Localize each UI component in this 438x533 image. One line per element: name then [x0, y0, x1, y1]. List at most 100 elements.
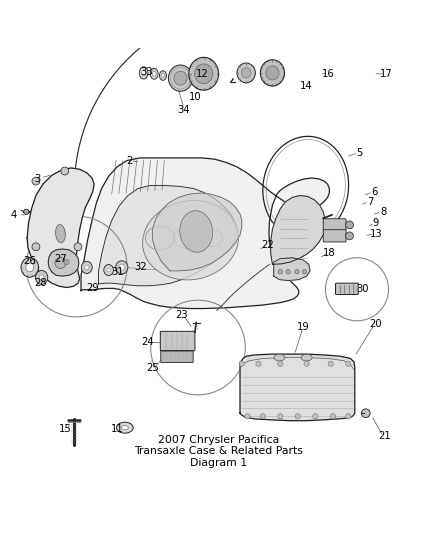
Text: 21: 21 — [378, 431, 391, 441]
Ellipse shape — [174, 228, 198, 248]
Text: 6: 6 — [371, 187, 378, 197]
Text: 29: 29 — [86, 282, 99, 293]
Text: 15: 15 — [58, 424, 71, 434]
Ellipse shape — [139, 67, 148, 79]
Ellipse shape — [21, 257, 39, 277]
Text: 2007 Chrysler Pacifica
Transaxle Case & Related Parts
Diagram 1: 2007 Chrysler Pacifica Transaxle Case & … — [134, 435, 304, 468]
FancyBboxPatch shape — [336, 283, 358, 295]
Ellipse shape — [81, 261, 92, 273]
Polygon shape — [27, 168, 94, 287]
Ellipse shape — [241, 68, 251, 78]
Polygon shape — [48, 249, 79, 276]
Circle shape — [302, 270, 307, 274]
Text: 31: 31 — [111, 266, 124, 277]
Circle shape — [245, 414, 250, 419]
Text: 25: 25 — [146, 363, 159, 373]
Ellipse shape — [266, 66, 279, 80]
Circle shape — [278, 361, 283, 366]
Text: 18: 18 — [323, 248, 336, 259]
FancyBboxPatch shape — [323, 219, 346, 231]
Circle shape — [239, 361, 244, 366]
Circle shape — [278, 270, 283, 274]
Text: 12: 12 — [196, 69, 209, 79]
Text: 4: 4 — [11, 210, 17, 220]
Ellipse shape — [174, 71, 187, 85]
Circle shape — [278, 414, 283, 419]
Circle shape — [295, 414, 300, 419]
Ellipse shape — [117, 422, 133, 433]
Circle shape — [24, 209, 29, 214]
Circle shape — [304, 361, 309, 366]
Circle shape — [32, 177, 40, 185]
Text: 30: 30 — [357, 284, 369, 294]
Ellipse shape — [150, 68, 158, 79]
Circle shape — [328, 361, 333, 366]
FancyBboxPatch shape — [161, 351, 193, 362]
Text: 11: 11 — [111, 424, 124, 434]
Ellipse shape — [274, 354, 285, 361]
Ellipse shape — [168, 65, 192, 91]
Circle shape — [260, 414, 265, 419]
Text: 22: 22 — [261, 240, 275, 251]
Text: 9: 9 — [373, 217, 379, 228]
Ellipse shape — [189, 58, 219, 90]
Text: 27: 27 — [54, 254, 67, 264]
FancyBboxPatch shape — [160, 332, 195, 351]
Ellipse shape — [237, 63, 255, 83]
Ellipse shape — [85, 265, 89, 270]
Text: 19: 19 — [297, 322, 310, 332]
Ellipse shape — [56, 224, 65, 243]
Text: 32: 32 — [135, 262, 147, 271]
Text: 2: 2 — [126, 156, 132, 166]
Circle shape — [61, 167, 69, 175]
Polygon shape — [152, 193, 242, 271]
Text: 24: 24 — [142, 337, 154, 347]
Circle shape — [346, 221, 353, 229]
Circle shape — [346, 232, 353, 240]
FancyBboxPatch shape — [323, 230, 346, 242]
Text: 26: 26 — [23, 256, 36, 266]
Ellipse shape — [26, 263, 34, 272]
Circle shape — [361, 409, 370, 418]
Ellipse shape — [116, 261, 128, 274]
Circle shape — [330, 414, 336, 419]
Text: 28: 28 — [34, 278, 46, 288]
Ellipse shape — [64, 260, 69, 265]
Text: 10: 10 — [189, 92, 201, 102]
Ellipse shape — [142, 70, 145, 76]
Ellipse shape — [301, 354, 312, 361]
Ellipse shape — [145, 226, 174, 250]
Text: 8: 8 — [380, 207, 386, 217]
Circle shape — [346, 414, 351, 419]
Ellipse shape — [143, 200, 238, 280]
Text: 34: 34 — [177, 104, 189, 115]
Ellipse shape — [152, 71, 156, 76]
Text: 20: 20 — [370, 319, 382, 329]
Ellipse shape — [55, 257, 66, 269]
Ellipse shape — [121, 425, 128, 430]
Text: 23: 23 — [176, 310, 188, 320]
Circle shape — [74, 243, 82, 251]
Text: 5: 5 — [356, 148, 362, 158]
Polygon shape — [99, 185, 237, 286]
Text: 14: 14 — [300, 81, 312, 91]
Circle shape — [313, 414, 318, 419]
Circle shape — [346, 361, 351, 366]
Ellipse shape — [107, 268, 110, 272]
Polygon shape — [271, 196, 325, 264]
Polygon shape — [81, 158, 329, 309]
Text: 16: 16 — [322, 69, 335, 79]
Circle shape — [286, 270, 290, 274]
Ellipse shape — [161, 74, 165, 78]
Ellipse shape — [202, 230, 223, 247]
Ellipse shape — [159, 71, 166, 80]
Circle shape — [295, 270, 299, 274]
Ellipse shape — [35, 270, 48, 285]
Ellipse shape — [180, 211, 213, 252]
Text: 17: 17 — [380, 69, 393, 79]
Ellipse shape — [194, 64, 213, 84]
Polygon shape — [240, 354, 355, 421]
Ellipse shape — [39, 275, 44, 280]
Circle shape — [256, 361, 261, 366]
Text: 33: 33 — [141, 67, 153, 77]
